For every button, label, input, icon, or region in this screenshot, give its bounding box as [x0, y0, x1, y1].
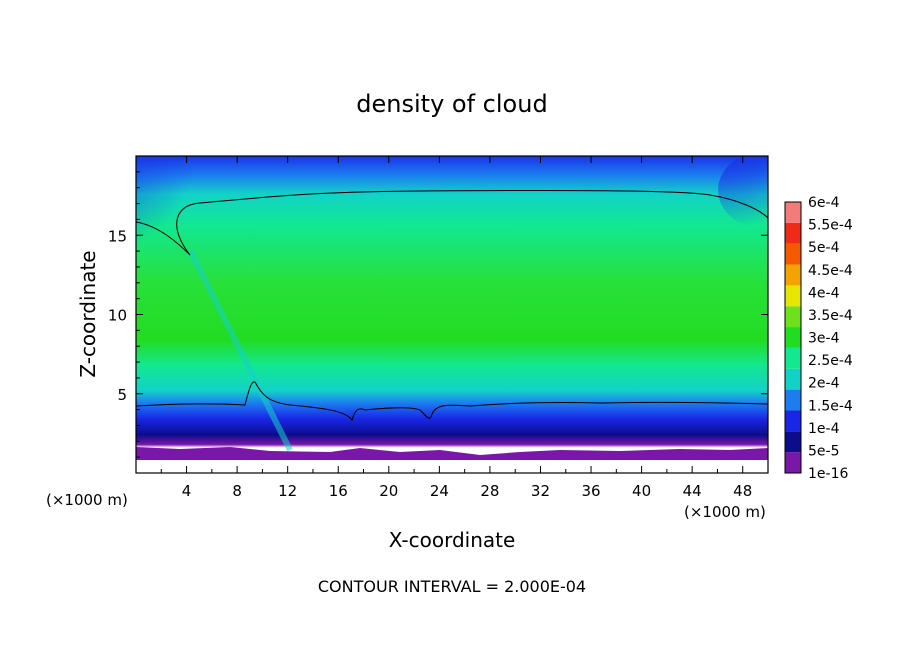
colorbar-swatch — [785, 452, 801, 473]
colorbar-label: 5e-4 — [808, 240, 840, 256]
cloud-base-edge — [136, 447, 768, 460]
colorbar-frame — [784, 201, 802, 474]
colorbar-label: 5e-5 — [808, 443, 839, 459]
colorbar-label: 1e-16 — [808, 466, 848, 482]
colorbar-label: 3.5e-4 — [808, 308, 853, 324]
x-unit-right: (×1000 m) — [684, 503, 766, 521]
x-tick-label: 12 — [278, 482, 297, 500]
colorbar-swatch — [785, 202, 801, 223]
colorbar-swatch — [785, 327, 801, 348]
y-tick-label: 5 — [117, 386, 127, 404]
colorbar-label: 1e-4 — [808, 421, 840, 437]
cloud-field — [136, 156, 768, 473]
colorbar-label: 6e-4 — [808, 195, 840, 211]
y-tick-label: 10 — [108, 307, 127, 325]
colorbar-label: 3e-4 — [808, 331, 840, 347]
x-axis: 4 8 12 16 20 24 28 32 36 40 44 48 — [160, 156, 752, 500]
colorbar-swatch — [785, 410, 801, 432]
colorbar-swatch — [785, 306, 801, 328]
chart-title: density of cloud — [356, 90, 547, 118]
x-axis-label: X-coordinate — [389, 528, 516, 552]
colorbar-swatch — [785, 347, 801, 369]
upper-left-fade — [136, 156, 200, 260]
x-tick-label: 20 — [379, 482, 398, 500]
colorbar-label: 2.5e-4 — [808, 353, 853, 369]
colorbar-swatch — [785, 285, 801, 307]
x-tick-label: 24 — [430, 482, 449, 500]
x-unit-left: (×1000 m) — [46, 491, 128, 509]
contour-line-2e-4 — [136, 189, 768, 422]
colorbar-swatch — [785, 264, 801, 286]
colorbar-label: 2e-4 — [808, 376, 840, 392]
x-tick-label: 28 — [480, 482, 499, 500]
colorbar-label: 4e-4 — [808, 285, 840, 301]
contour-interval-note: CONTOUR INTERVAL = 2.000E-04 — [318, 577, 586, 596]
x-tick-label: 40 — [632, 482, 651, 500]
colorbar-swatch — [785, 222, 801, 244]
colorbar-label: 4.5e-4 — [808, 263, 853, 279]
colorbar-label: 5.5e-4 — [808, 218, 853, 234]
y-axis-label: Z-coordinate — [76, 250, 100, 377]
upper-right-fade — [718, 156, 768, 230]
x-tick-label: 48 — [733, 482, 752, 500]
downdraft-streak — [187, 248, 293, 452]
colorbar-swatch — [785, 243, 801, 265]
x-tick-label: 32 — [531, 482, 550, 500]
x-tick-label: 4 — [182, 482, 192, 500]
colorbar: 1e-16 5e-5 1e-4 1.5e-4 2e-4 2.5e-4 3e-4 3.5e-4 4… — [784, 195, 853, 482]
colorbar-swatch — [785, 368, 801, 390]
colorbar-swatch — [785, 389, 801, 411]
plot-area — [136, 156, 768, 473]
x-tick-label: 36 — [581, 482, 600, 500]
x-tick-label: 44 — [683, 482, 702, 500]
x-tick-label: 16 — [329, 482, 348, 500]
y-axis: 5 10 15 — [108, 171, 768, 458]
colorbar-swatch — [785, 431, 801, 453]
colorbar-label: 1.5e-4 — [808, 398, 853, 414]
x-tick-label: 8 — [232, 482, 242, 500]
y-tick-label: 15 — [108, 227, 127, 245]
